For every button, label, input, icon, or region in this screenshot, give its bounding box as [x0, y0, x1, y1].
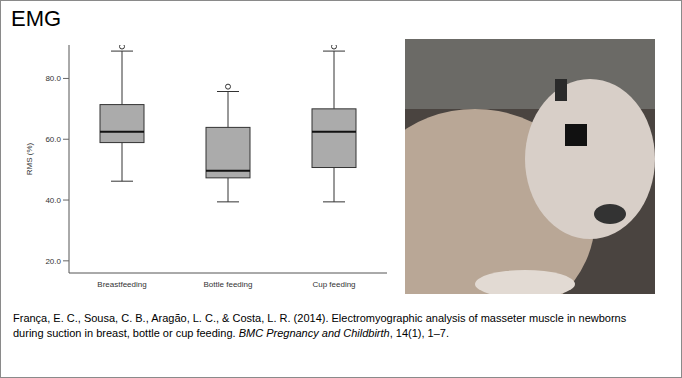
html-text:EMG: EMG: [11, 6, 62, 31]
svg-text:60.0: 60.0: [45, 135, 61, 144]
svg-text:80.0: 80.0: [45, 74, 61, 83]
svg-text:20.0: 20.0: [45, 257, 61, 266]
svg-text:40.0: 40.0: [45, 196, 61, 205]
svg-text:Cup feeding: Cup feeding: [312, 280, 355, 289]
svg-text:Breastfeeding: Breastfeeding: [97, 280, 146, 289]
html-text:França, E. C., Sousa, C. B., A: França, E. C., Sousa, C. B., Aragão, L. …: [13, 312, 627, 339]
svg-text:Bottle feeding: Bottle feeding: [204, 280, 253, 289]
svg-text:RMS (%): RMS (%): [25, 142, 34, 175]
